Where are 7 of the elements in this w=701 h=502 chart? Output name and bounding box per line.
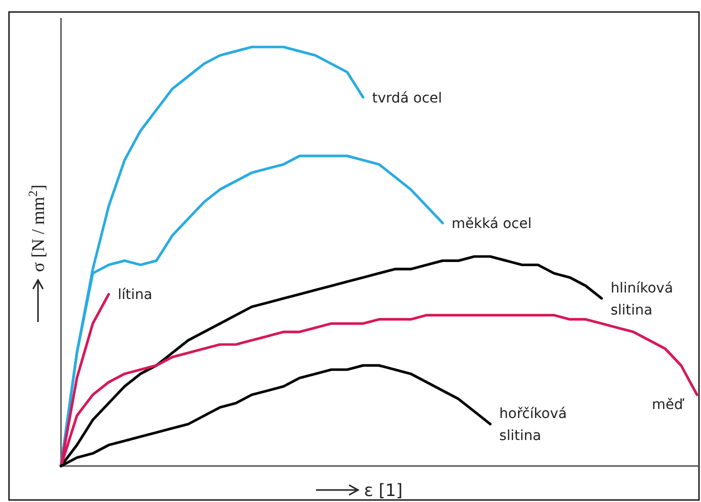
series-label: lítina <box>118 287 152 304</box>
series-label: hliníková slitina <box>610 280 674 318</box>
x-axis-title: ε [1] <box>364 481 403 501</box>
series-label: hořčíková slitina <box>499 406 567 444</box>
series-label: tvrdá ocel <box>372 90 442 106</box>
series-label: měď <box>652 396 686 413</box>
series-label: měkká ocel <box>452 216 532 232</box>
